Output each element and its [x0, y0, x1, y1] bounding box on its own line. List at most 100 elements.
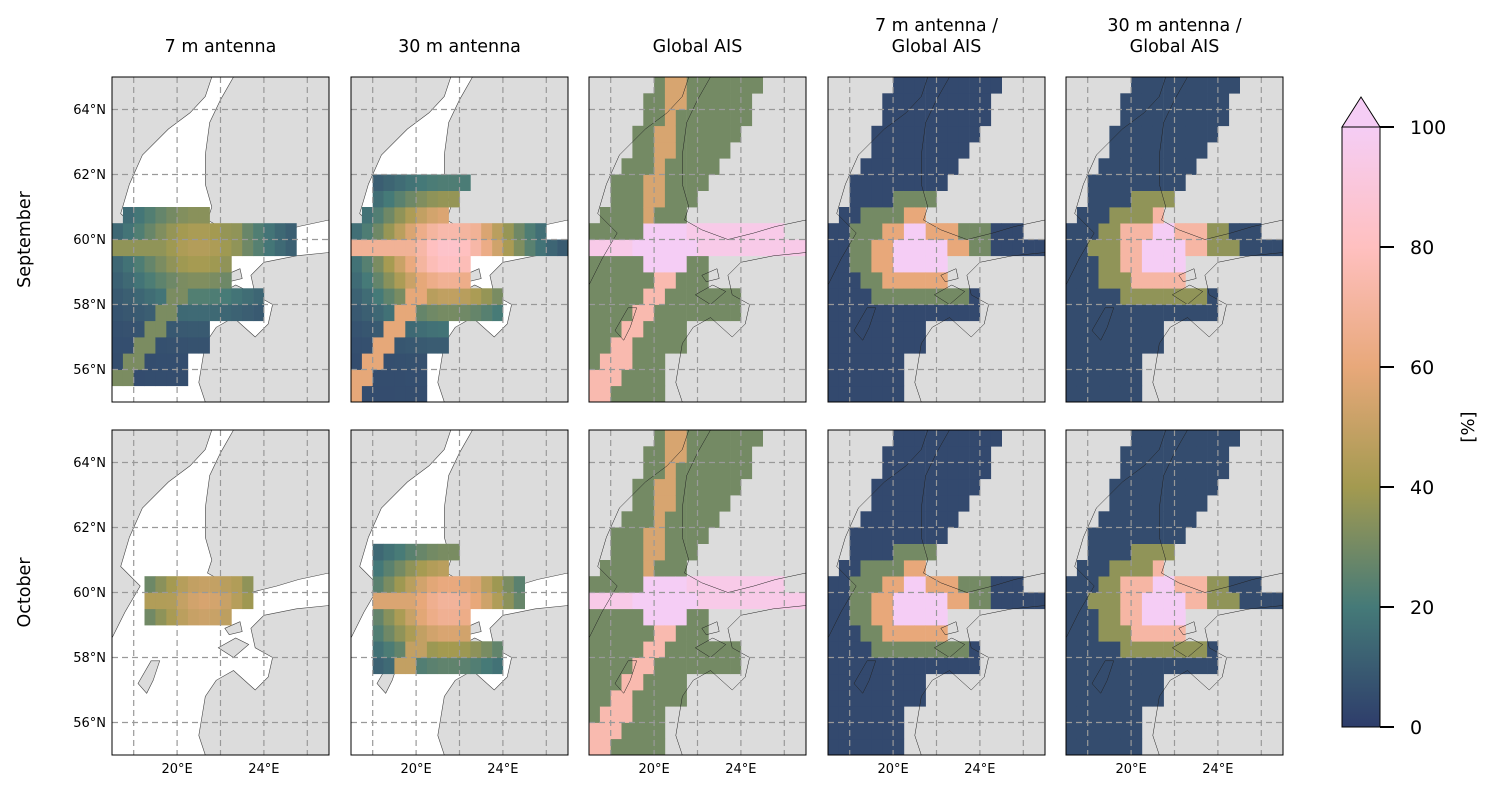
heatmap-cell	[686, 125, 698, 143]
heatmap-cell	[751, 576, 763, 593]
heatmap-cell	[849, 353, 861, 370]
heatmap-cell	[610, 239, 622, 257]
heatmap-cell	[112, 255, 124, 273]
heatmap-cell	[1185, 109, 1197, 127]
heatmap-cell	[838, 369, 851, 387]
heatmap-cell	[1120, 304, 1132, 322]
heatmap-cell	[697, 77, 709, 94]
heatmap-cell	[925, 190, 937, 208]
heatmap-cell	[849, 657, 861, 675]
coastline	[1159, 77, 1283, 240]
heatmap-cell	[209, 592, 221, 610]
heatmap-cell	[209, 576, 221, 593]
heatmap-cell	[1109, 288, 1121, 305]
heatmap-cell	[1131, 158, 1143, 175]
heatmap-cell	[1120, 641, 1132, 658]
heatmap-cell	[1066, 320, 1078, 338]
heatmap-cell	[893, 722, 905, 740]
heatmap-cell	[122, 369, 135, 387]
heatmap-cell	[871, 158, 883, 175]
heatmap-cell	[632, 353, 644, 370]
heatmap-cell	[675, 158, 687, 175]
land-mass	[217, 637, 250, 658]
heatmap-cell	[1120, 190, 1132, 208]
heatmap-cell	[903, 320, 916, 338]
heatmap-cell	[166, 576, 178, 593]
heatmap-cell	[947, 109, 959, 127]
heatmap-cell	[372, 288, 384, 305]
heatmap-cell	[893, 93, 905, 110]
heatmap-cell	[394, 320, 406, 338]
heatmap-cell	[675, 174, 687, 191]
heatmap-cell	[860, 207, 872, 224]
heatmap-cell	[828, 353, 840, 370]
heatmap-cell	[416, 625, 428, 642]
heatmap-cell	[1076, 272, 1089, 289]
heatmap-cell	[426, 272, 439, 289]
heatmap-cell	[394, 337, 406, 354]
heatmap-cell	[133, 272, 145, 289]
heatmap-cell	[1076, 223, 1089, 240]
heatmap-cell	[871, 288, 883, 305]
heatmap-cell	[849, 223, 861, 240]
heatmap-cell	[1120, 608, 1132, 626]
heatmap-cell	[1001, 576, 1013, 593]
heatmap-cell	[675, 592, 687, 610]
heatmap-cell	[740, 77, 753, 94]
heatmap-cell	[1163, 239, 1175, 257]
heatmap-cell	[610, 625, 622, 642]
heatmap-cell	[697, 641, 709, 658]
heatmap-cell	[936, 272, 948, 289]
heatmap-cell	[242, 288, 254, 305]
heatmap-cell	[925, 158, 937, 175]
heatmap-cell	[860, 608, 872, 626]
heatmap-cell	[1152, 430, 1164, 447]
heatmap-cell	[1076, 560, 1089, 577]
heatmap-cell	[871, 142, 883, 159]
heatmap-cell	[675, 255, 687, 273]
heatmap-cell	[882, 353, 894, 370]
heatmap-cell	[990, 592, 1002, 610]
heatmap-cell	[372, 320, 384, 338]
heatmap-cell	[664, 446, 677, 463]
heatmap-cell	[198, 255, 210, 273]
heatmap-cell	[632, 511, 644, 528]
heatmap-cell	[177, 223, 189, 240]
heatmap-cell	[936, 641, 948, 658]
heatmap-cell	[263, 223, 276, 240]
heatmap-cell	[589, 255, 601, 273]
heatmap-cell	[664, 272, 677, 289]
heatmap-cell	[632, 304, 644, 322]
heatmap-cell	[372, 239, 384, 257]
heatmap-cell	[621, 337, 633, 354]
heatmap-cell	[708, 495, 720, 512]
heatmap-cell	[405, 255, 417, 273]
heatmap-cell	[166, 239, 178, 257]
heatmap-cell	[112, 320, 124, 338]
heatmap-cell	[686, 495, 698, 512]
heatmap-cell	[1120, 495, 1132, 512]
lon-tick-label: 20°E	[638, 762, 669, 777]
heatmap-cell	[871, 543, 883, 561]
heatmap-cell	[589, 223, 601, 240]
heatmap-cell	[719, 288, 731, 305]
heatmap-cell	[708, 304, 720, 322]
heatmap-cell	[437, 657, 449, 675]
heatmap-cell	[893, 288, 905, 305]
heatmap-cell	[979, 462, 992, 480]
heatmap-cell	[1131, 706, 1143, 723]
panel-frame	[1065, 429, 1284, 756]
heatmap-cell	[849, 527, 861, 544]
heatmap-cell	[654, 190, 666, 208]
gridlines	[112, 77, 329, 402]
heatmap-cell	[372, 304, 384, 322]
heatmap-cell	[198, 288, 210, 305]
heatmap-cell	[589, 706, 601, 723]
heatmap-cell	[133, 223, 145, 240]
heatmap-cell	[133, 239, 145, 257]
heatmap-cell	[1174, 125, 1186, 143]
heatmap-cell	[990, 77, 1002, 94]
heatmap-cell	[654, 673, 666, 691]
heatmap-cell	[654, 239, 666, 257]
heatmap-cell	[860, 304, 872, 322]
